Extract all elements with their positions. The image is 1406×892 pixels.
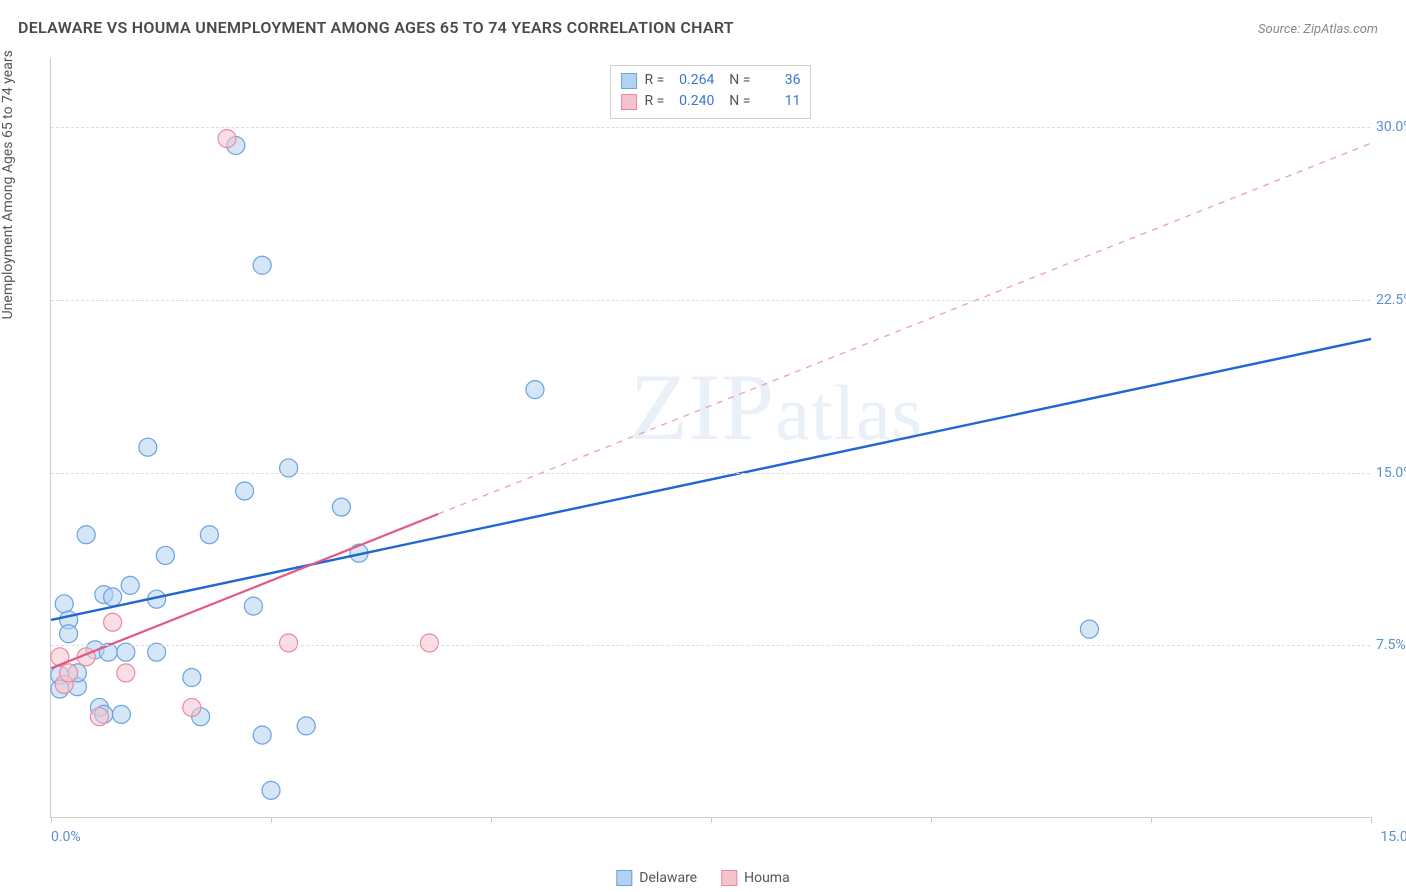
data-point: [77, 526, 95, 544]
stat-label-r: R =: [645, 91, 665, 112]
swatch-houma: [721, 870, 737, 886]
data-point: [90, 708, 108, 726]
x-tick: [1371, 817, 1372, 823]
x-axis-min-label: 0.0%: [51, 829, 81, 845]
scatter-chart: [51, 58, 1370, 817]
stat-n-delaware: 36: [758, 70, 800, 91]
data-point: [112, 705, 130, 723]
grid-line: [51, 645, 1370, 646]
y-tick-label: 7.5%: [1376, 637, 1406, 653]
legend-label: Delaware: [639, 870, 697, 886]
stat-label-n: N =: [722, 91, 750, 112]
data-point: [104, 613, 122, 631]
data-point: [236, 482, 254, 500]
stat-r-houma: 0.240: [672, 91, 714, 112]
chart-title: DELAWARE VS HOUMA UNEMPLOYMENT AMONG AGE…: [18, 18, 734, 37]
stat-label-r: R =: [645, 70, 665, 91]
y-tick-label: 30.0%: [1376, 119, 1406, 135]
regression-line: [51, 339, 1371, 620]
source-credit: Source: ZipAtlas.com: [1258, 22, 1378, 37]
regression-line-extension: [438, 143, 1371, 514]
stats-box: R = 0.264 N = 36 R = 0.240 N = 11: [610, 65, 812, 119]
swatch-houma: [621, 94, 637, 110]
plot-area: ZIPatlas R = 0.264 N = 36 R = 0.240 N = …: [50, 58, 1370, 818]
data-point: [297, 717, 315, 735]
data-point: [280, 459, 298, 477]
x-tick: [271, 817, 272, 823]
data-point: [1080, 620, 1098, 638]
data-point: [183, 669, 201, 687]
y-axis-label: Unemployment Among Ages 65 to 74 years: [0, 50, 16, 319]
x-tick: [1151, 817, 1152, 823]
swatch-delaware: [616, 870, 632, 886]
data-point: [253, 256, 271, 274]
data-point: [117, 664, 135, 682]
y-tick-label: 15.0%: [1376, 465, 1406, 481]
y-tick-label: 22.5%: [1376, 292, 1406, 308]
x-tick: [51, 817, 52, 823]
x-tick: [931, 817, 932, 823]
data-point: [218, 130, 236, 148]
data-point: [183, 698, 201, 716]
data-point: [280, 634, 298, 652]
legend-item-houma: Houma: [721, 870, 790, 886]
data-point: [526, 381, 544, 399]
legend-item-delaware: Delaware: [616, 870, 697, 886]
swatch-delaware: [621, 73, 637, 89]
data-point: [420, 634, 438, 652]
data-point: [60, 625, 78, 643]
data-point: [55, 595, 73, 613]
data-point: [60, 664, 78, 682]
data-point: [156, 546, 174, 564]
data-point: [262, 781, 280, 799]
stat-r-delaware: 0.264: [672, 70, 714, 91]
stats-row-houma: R = 0.240 N = 11: [621, 91, 801, 112]
data-point: [200, 526, 218, 544]
x-tick: [491, 817, 492, 823]
stat-label-n: N =: [722, 70, 750, 91]
data-point: [253, 726, 271, 744]
legend-label: Houma: [744, 870, 790, 886]
data-point: [104, 588, 122, 606]
stats-row-delaware: R = 0.264 N = 36: [621, 70, 801, 91]
grid-line: [51, 127, 1370, 128]
data-point: [244, 597, 262, 615]
grid-line: [51, 473, 1370, 474]
x-axis-max-label: 15.0%: [1380, 829, 1406, 845]
legend: Delaware Houma: [616, 870, 789, 886]
data-point: [121, 576, 139, 594]
x-tick: [711, 817, 712, 823]
data-point: [139, 438, 157, 456]
stat-n-houma: 11: [758, 91, 800, 112]
data-point: [332, 498, 350, 516]
grid-line: [51, 300, 1370, 301]
